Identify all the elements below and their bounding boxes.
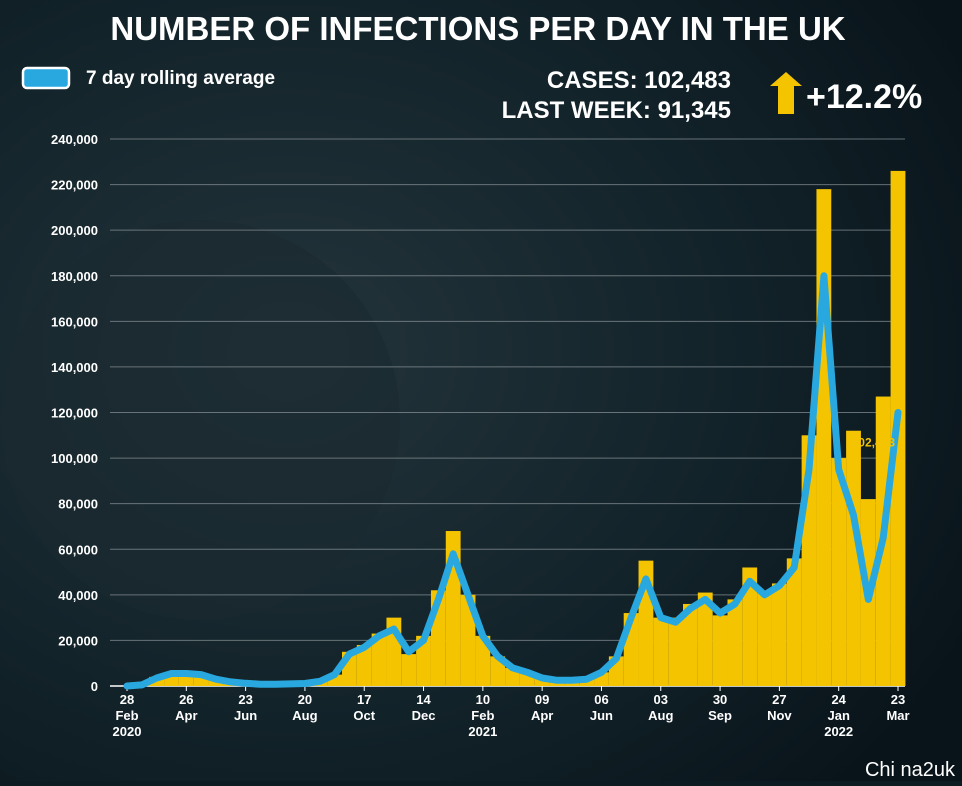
- bar: [771, 583, 787, 686]
- y-tick-label: 140,000: [51, 360, 98, 375]
- x-tick-label: 24 Jan 2022: [824, 692, 853, 739]
- bar: [460, 594, 476, 686]
- bar: [416, 635, 431, 686]
- rolling-average-line: [123, 272, 902, 690]
- bar: [727, 599, 743, 686]
- bar: [816, 189, 832, 686]
- y-tick-label: 180,000: [51, 269, 98, 284]
- x-tick-label: 30 Sep: [708, 692, 732, 723]
- x-tick-label: 23 Mar: [886, 692, 909, 723]
- x-tick-label: 23 Jun: [234, 692, 257, 723]
- legend-swatch: [21, 66, 71, 90]
- x-tick-label: 28 Feb 2020: [113, 692, 142, 739]
- bar: [697, 592, 713, 686]
- bar: [831, 458, 847, 686]
- x-tick-label: 26 Apr: [175, 692, 197, 723]
- x-tick-label: 10 Feb 2021: [468, 692, 497, 739]
- bar: [356, 644, 372, 686]
- y-tick-label: 20,000: [58, 633, 98, 648]
- y-tick-label: 200,000: [51, 223, 98, 238]
- legend-label: 7 day rolling average: [86, 68, 275, 89]
- bar: [712, 615, 728, 686]
- y-tick-label: 240,000: [51, 132, 98, 147]
- virus-decoration: [0, 220, 400, 620]
- x-tick-label: 20 Aug: [292, 692, 317, 723]
- x-tick-label: 14 Dec: [412, 692, 436, 723]
- up-arrow: [770, 72, 802, 114]
- bar: [742, 567, 758, 686]
- x-tick-label: 17 Oct: [353, 692, 375, 723]
- x-tick-label: 03 Aug: [648, 692, 673, 723]
- x-tick-label: 09 Apr: [531, 692, 553, 723]
- bar: [371, 633, 387, 686]
- x-tick-label: 06 Jun: [590, 692, 613, 723]
- headline-last-week: LAST WEEK: 91,345: [502, 97, 731, 124]
- y-tick-label: 160,000: [51, 314, 98, 329]
- y-tick-label: 0: [91, 679, 98, 694]
- y-tick-label: 40,000: [58, 588, 98, 603]
- bar: [193, 674, 209, 686]
- bar: [683, 603, 698, 686]
- change-label: +12.2%: [806, 78, 922, 116]
- bar: [653, 617, 669, 686]
- watermark: Chi na2uk: [865, 759, 956, 781]
- chart-title: NUMBER OF INFECTIONS PER DAY IN THE UK: [110, 10, 845, 47]
- bar: [490, 656, 506, 686]
- y-tick-label: 120,000: [51, 406, 98, 421]
- bar: [668, 617, 684, 686]
- bar: [534, 678, 550, 686]
- bar: [786, 558, 802, 686]
- bar: [401, 654, 417, 686]
- x-tick-label: 27 Nov: [767, 692, 792, 723]
- y-tick-label: 80,000: [58, 497, 98, 512]
- bar: [475, 635, 491, 686]
- plot-area: 0 20,000 40,000 60,000 80,000 100,000 120,000 1…: [51, 132, 910, 739]
- y-tick-label: 220,000: [51, 178, 98, 193]
- y-tick-label: 100,000: [51, 451, 98, 466]
- bar: [327, 674, 342, 686]
- annotation: 102,483: [852, 436, 896, 450]
- headline-cases: CASES: 102,483: [547, 67, 731, 94]
- bar: [757, 592, 772, 686]
- y-tick-label: 60,000: [58, 542, 98, 557]
